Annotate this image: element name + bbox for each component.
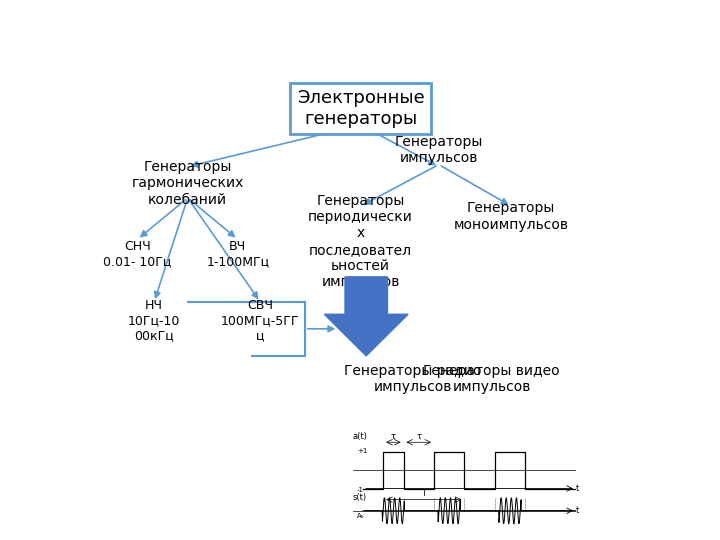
- Text: +1: +1: [357, 448, 367, 454]
- Text: Генераторы
импульсов: Генераторы импульсов: [395, 135, 483, 165]
- Text: t: t: [576, 506, 580, 515]
- Text: НЧ
10Гц-10
00кГц: НЧ 10Гц-10 00кГц: [128, 299, 180, 342]
- Text: Генераторы радио
импульсов: Генераторы радио импульсов: [344, 363, 482, 394]
- Text: Генераторы видео
импульсов: Генераторы видео импульсов: [423, 363, 560, 394]
- Text: Генераторы
периодически
х
последовател
ьностей
импульсов: Генераторы периодически х последовател ь…: [308, 194, 413, 289]
- Text: ВЧ
1-100МГц: ВЧ 1-100МГц: [207, 240, 269, 268]
- Text: τ: τ: [416, 431, 421, 441]
- Text: s(t): s(t): [353, 493, 367, 502]
- Text: СНЧ
0.01- 10Гц: СНЧ 0.01- 10Гц: [103, 240, 171, 268]
- Text: Генераторы
гармонических
колебаний: Генераторы гармонических колебаний: [132, 160, 244, 206]
- Text: t: t: [576, 484, 580, 493]
- Text: -1: -1: [357, 487, 364, 493]
- Text: СВЧ
100МГц-5ГГ
ц: СВЧ 100МГц-5ГГ ц: [221, 299, 300, 342]
- Text: τ: τ: [391, 431, 396, 441]
- Text: Электронные
генераторы: Электронные генераторы: [297, 89, 425, 128]
- Text: A₀: A₀: [357, 513, 364, 519]
- Text: T: T: [421, 489, 426, 498]
- Text: a(t): a(t): [353, 432, 368, 441]
- Polygon shape: [324, 277, 408, 356]
- Text: Генераторы
моноимпульсов: Генераторы моноимпульсов: [454, 201, 569, 232]
